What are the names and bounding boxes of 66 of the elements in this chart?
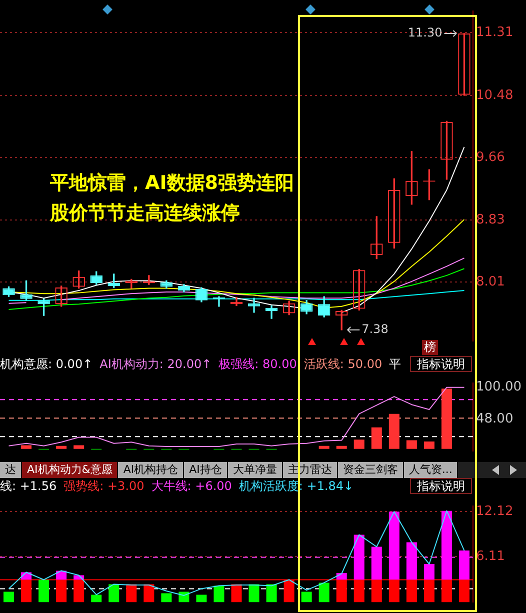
annotation: 平地惊雷，AI数据8强势连阳股价节节走高连续涨停 [50, 171, 295, 226]
text: 活跃线: 50.00 [304, 357, 382, 371]
y-tick-label: 9.66 [476, 150, 505, 165]
text: 达 [0, 462, 22, 478]
text: 人气资... [404, 462, 458, 478]
annotation: 11.30 [408, 26, 442, 40]
bar [371, 546, 382, 580]
bar [108, 584, 120, 602]
bar [371, 427, 382, 449]
text: 大单净量 [228, 462, 283, 478]
text: AI机构动力: 20.00↑ [100, 357, 212, 371]
y-tick-label: 6.11 [476, 548, 505, 564]
text: 线: +1.56 [0, 479, 57, 493]
y-tick-label: 8.83 [476, 212, 505, 228]
y-tick-label: 12.12 [476, 504, 514, 519]
bar [196, 594, 207, 602]
candlestick [248, 298, 260, 313]
text: 平 [389, 357, 402, 371]
bar [424, 564, 434, 580]
y-tick-label: 100.00 [476, 380, 522, 395]
y-tick-label: 48.00 [476, 412, 514, 427]
y-tick-label: 10.48 [476, 88, 514, 103]
text: AI持仓 [184, 462, 228, 478]
y-tick-label: 11.31 [476, 25, 514, 40]
text: 大牛线: +6.00 [151, 479, 232, 493]
bar [354, 534, 364, 580]
bar [318, 446, 330, 449]
text: 资金三剑客 [338, 462, 404, 478]
bar [144, 584, 154, 602]
bar [248, 584, 260, 602]
annotation: 榜 [422, 340, 438, 355]
bar [214, 586, 224, 602]
bar [458, 550, 470, 580]
text: 机构活跃度: +1.84↓ [238, 479, 354, 493]
bar [231, 584, 242, 602]
bar [336, 446, 347, 449]
bar [441, 510, 452, 580]
bar [266, 584, 277, 602]
text: 强势线: +3.00 [64, 479, 144, 493]
bar [318, 582, 330, 602]
bar [406, 440, 417, 449]
bar [424, 442, 434, 449]
text: AI机构持仓 [118, 462, 184, 478]
bar [56, 446, 67, 449]
y-tick-label: 8.01 [476, 274, 505, 290]
bar [38, 580, 50, 602]
text: 指标说明 [410, 478, 472, 494]
bar [388, 414, 400, 449]
candlestick [265, 305, 278, 319]
text: 极强线: 80.00 [218, 357, 297, 371]
bar [441, 388, 452, 449]
bar [74, 445, 84, 449]
text: 机构意愿: 0.00↑ [0, 357, 93, 371]
annotation: 7.38 [362, 322, 388, 336]
bar [91, 594, 102, 602]
bar [21, 445, 32, 449]
bar [161, 593, 172, 602]
bar [388, 512, 400, 580]
bar [301, 592, 312, 602]
text: AI机构动力&意愿 [22, 462, 118, 478]
text: 主力雷达 [282, 462, 338, 478]
bar [406, 542, 417, 580]
bar [354, 440, 364, 449]
bar [126, 584, 137, 602]
bar [4, 592, 14, 602]
text: 指标说明 [410, 356, 472, 372]
